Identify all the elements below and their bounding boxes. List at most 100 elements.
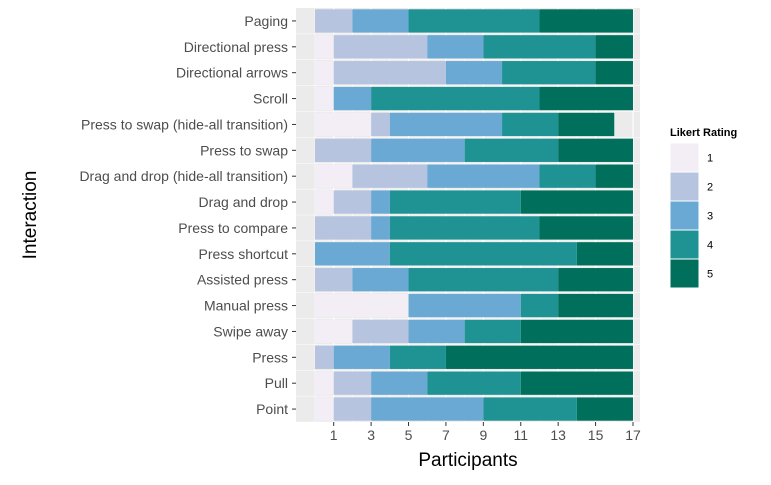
legend-label: 4 <box>707 240 713 252</box>
bar-segment-rating-4 <box>408 9 540 33</box>
legend-key-4 <box>669 229 700 260</box>
bar-segment-rating-3 <box>427 164 540 188</box>
legend-title: Likert Rating <box>670 127 737 139</box>
bar-segment-rating-4 <box>502 112 559 137</box>
x-tick-label: 9 <box>479 427 487 443</box>
bar-segment-rating-3 <box>315 242 390 266</box>
bar-segment-rating-4 <box>520 293 559 318</box>
bar-segment-rating-4 <box>389 216 540 240</box>
bar-segment-rating-2 <box>333 35 428 59</box>
x-axis-title: Participants <box>418 450 517 471</box>
category-label: Pull <box>265 375 288 391</box>
category-label: Directional arrows <box>176 65 288 81</box>
bar-segment-rating-3 <box>371 216 390 240</box>
category-label: Drag and drop (hide-all transition) <box>79 168 288 184</box>
bar-segment-rating-5 <box>520 319 633 344</box>
bar-segment-rating-5 <box>558 293 633 318</box>
bar-segment-rating-5 <box>445 345 633 369</box>
legend-key-1 <box>669 142 700 173</box>
bar-segment-rating-5 <box>539 86 633 111</box>
bar-segment-rating-4 <box>539 164 596 188</box>
bar-segment-rating-2 <box>315 345 334 369</box>
bar-segment-rating-1 <box>315 61 334 85</box>
bar-segment-rating-2 <box>315 138 372 162</box>
bar-segment-rating-5 <box>558 268 633 292</box>
x-tick-label: 3 <box>367 427 375 443</box>
bar-segment-rating-1 <box>315 319 353 344</box>
x-axis-ticks: 1 3 5 7 9 11 13 15 17 <box>330 422 641 443</box>
legend-label: 5 <box>707 269 713 281</box>
category-label: Press <box>252 349 288 365</box>
bar-segment-rating-5 <box>576 242 633 266</box>
bar-segment-rating-4 <box>389 190 521 214</box>
legend-label: 3 <box>707 211 713 223</box>
bar-segment-rating-3 <box>427 35 484 59</box>
category-label: Drag and drop <box>198 194 288 210</box>
bar-segment-rating-3 <box>371 190 390 214</box>
bar-segment-rating-1 <box>315 371 334 395</box>
bar-segment-rating-3 <box>371 371 428 395</box>
bar-segment-rating-2 <box>333 61 446 85</box>
x-tick-label: 5 <box>405 427 413 443</box>
bar-segment-rating-5 <box>539 9 633 33</box>
bar-segment-rating-4 <box>389 242 577 266</box>
category-label: Paging <box>244 13 288 29</box>
legend-label: 1 <box>707 153 713 165</box>
bar-segment-rating-5 <box>520 190 633 214</box>
category-label: Directional press <box>184 39 288 55</box>
category-label: Press to compare <box>178 220 288 236</box>
bar-segment-rating-2 <box>333 397 372 421</box>
category-labels: Paging Directional press Directional arrow… <box>79 13 296 417</box>
legend-label: 2 <box>707 182 713 194</box>
bar-segment-rating-4 <box>464 138 559 162</box>
bar-segment-rating-2 <box>352 319 409 344</box>
bar-segment-rating-1 <box>315 164 353 188</box>
legend-key-5 <box>669 258 700 289</box>
legend-key-2 <box>669 171 700 202</box>
bar-segment-rating-1 <box>315 112 372 137</box>
bar-segment-rating-1 <box>315 35 334 59</box>
category-label: Manual press <box>204 298 288 314</box>
category-label: Press to swap (hide-all transition) <box>81 116 288 132</box>
category-label: Point <box>256 401 288 417</box>
x-tick-label: 17 <box>625 427 641 443</box>
bar-segment-rating-5 <box>558 138 633 162</box>
bar-segment-rating-2 <box>315 268 353 292</box>
bar-segment-rating-5 <box>595 61 633 85</box>
category-label: Assisted press <box>197 272 288 288</box>
bar-segment-rating-5 <box>520 371 633 395</box>
y-axis-title: Interaction <box>20 171 41 260</box>
bar-segment-rating-3 <box>333 345 390 369</box>
bar-segment-rating-1 <box>315 397 334 421</box>
x-tick-label: 13 <box>550 427 566 443</box>
bar-segment-rating-3 <box>408 293 521 318</box>
category-label: Press shortcut <box>199 246 289 262</box>
bar-segment-rating-4 <box>483 397 577 421</box>
category-label: Press to swap <box>200 142 288 158</box>
bar-segment-rating-3 <box>352 9 409 33</box>
bar-segment-rating-5 <box>595 35 633 59</box>
bar-segment-rating-2 <box>315 9 353 33</box>
bar-segment-rating-3 <box>408 319 465 344</box>
bar-segment-rating-5 <box>558 112 615 137</box>
bar-segment-rating-4 <box>371 86 540 111</box>
category-label: Scroll <box>253 91 288 107</box>
bar-segment-rating-3 <box>371 138 465 162</box>
bar-segment-rating-4 <box>389 345 446 369</box>
bar-segment-rating-1 <box>315 293 409 318</box>
category-label: Swipe away <box>213 323 288 339</box>
x-tick-label: 11 <box>513 427 528 443</box>
x-tick-label: 7 <box>442 427 450 443</box>
bar-segment-rating-1 <box>315 86 334 111</box>
bar-segment-rating-3 <box>333 86 372 111</box>
bar-segment-rating-5 <box>595 164 633 188</box>
x-tick-label: 1 <box>330 427 338 443</box>
bar-segment-rating-3 <box>352 268 409 292</box>
bar-segment-rating-4 <box>427 371 521 395</box>
bar-segment-rating-2 <box>371 112 390 137</box>
bar-segment-rating-3 <box>445 61 503 85</box>
bar-segment-rating-2 <box>315 216 372 240</box>
bars <box>296 9 640 423</box>
bar-segment-rating-2 <box>352 164 428 188</box>
